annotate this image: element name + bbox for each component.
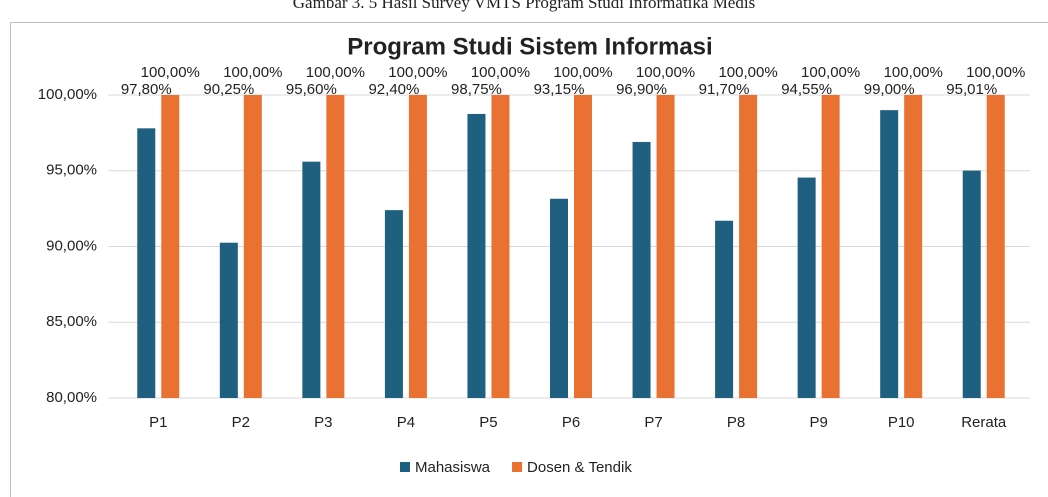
data-label: 94,55%	[781, 81, 832, 98]
y-tick-label: 100,00%	[38, 86, 97, 103]
data-label: 100,00%	[141, 64, 200, 81]
data-label: 95,60%	[286, 81, 337, 98]
x-tick-label: P7	[644, 414, 662, 431]
bar	[632, 141, 651, 398]
bar	[467, 113, 486, 398]
x-tick-label: P4	[397, 414, 415, 431]
data-label: 91,70%	[699, 81, 750, 98]
y-tick-label: 90,00%	[46, 237, 97, 254]
data-label: 90,25%	[203, 81, 254, 98]
data-label: 95,01%	[946, 81, 997, 98]
bar	[656, 95, 675, 398]
chart-title: Program Studi Sistem Informasi	[347, 33, 712, 60]
legend-swatch	[400, 462, 410, 472]
chart-border	[10, 22, 1048, 497]
x-tick-label: P8	[727, 414, 745, 431]
data-label: 100,00%	[553, 64, 612, 81]
data-label: 92,40%	[368, 81, 419, 98]
bar	[797, 177, 816, 398]
bar	[550, 198, 568, 398]
y-tick-label: 95,00%	[46, 162, 97, 179]
data-label: 96,90%	[616, 81, 667, 98]
bar	[880, 110, 899, 399]
bar	[574, 95, 592, 398]
data-label: 100,00%	[966, 64, 1025, 81]
data-label: 100,00%	[801, 64, 860, 81]
x-tick-label: P3	[314, 414, 332, 431]
x-tick-label: P6	[562, 414, 580, 431]
data-label: 100,00%	[223, 64, 282, 81]
x-tick-label: P10	[888, 414, 915, 431]
data-label: 100,00%	[636, 64, 695, 81]
bar	[904, 95, 923, 398]
bar	[821, 95, 840, 398]
x-tick-label: P5	[479, 414, 497, 431]
bar	[715, 220, 734, 398]
bar	[986, 95, 1005, 398]
legend-label: Mahasiswa	[415, 459, 491, 476]
bar	[161, 95, 180, 398]
bar	[219, 242, 238, 398]
bar	[137, 128, 156, 398]
bar	[302, 161, 321, 398]
data-label: 93,15%	[534, 81, 585, 98]
data-label: 99,00%	[864, 81, 915, 98]
legend-label: Dosen & Tendik	[527, 459, 632, 476]
bar	[384, 210, 403, 398]
data-label: 100,00%	[388, 64, 447, 81]
data-label: 98,75%	[451, 81, 502, 98]
caption: Gambar 3. 5 Hasil Survey VMTS Program St…	[293, 0, 755, 12]
bar	[491, 95, 510, 398]
bar	[739, 95, 758, 398]
x-tick-label: Rerata	[961, 414, 1007, 431]
data-label: 100,00%	[306, 64, 365, 81]
x-tick-label: P9	[809, 414, 827, 431]
x-tick-label: P2	[232, 414, 250, 431]
x-tick-label: P1	[149, 414, 167, 431]
data-label: 100,00%	[718, 64, 777, 81]
data-label: 97,80%	[121, 81, 172, 98]
bar	[326, 95, 345, 398]
bar	[962, 170, 981, 398]
bar	[408, 95, 427, 398]
y-tick-label: 80,00%	[46, 389, 97, 406]
bar	[243, 95, 262, 398]
legend-swatch	[512, 462, 523, 472]
y-tick-label: 85,00%	[46, 313, 97, 330]
data-label: 100,00%	[884, 64, 943, 81]
data-label: 100,00%	[471, 64, 530, 81]
